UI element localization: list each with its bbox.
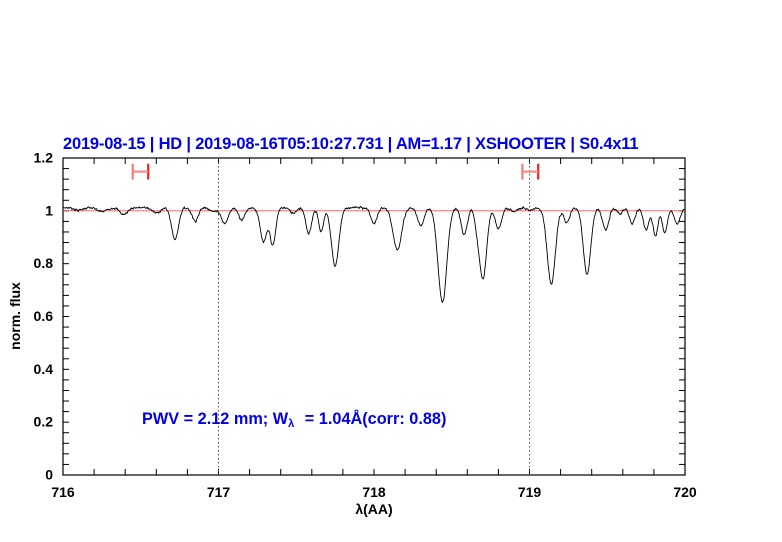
svg-text:0.4: 0.4 [34, 361, 54, 377]
svg-text:717: 717 [207, 484, 231, 500]
svg-text:0.8: 0.8 [34, 255, 54, 271]
svg-text:0.6: 0.6 [34, 308, 54, 324]
svg-text:0: 0 [45, 467, 53, 483]
svg-text:1.2: 1.2 [34, 150, 54, 166]
svg-text:2019-08-15 | HD | 2019-08-16T0: 2019-08-15 | HD | 2019-08-16T05:10:27.73… [63, 135, 638, 153]
svg-text:1: 1 [45, 202, 53, 218]
svg-text:norm. flux: norm. flux [7, 282, 23, 350]
svg-text:720: 720 [673, 484, 697, 500]
svg-text:719: 719 [518, 484, 542, 500]
svg-text:716: 716 [51, 484, 75, 500]
svg-text:0.2: 0.2 [34, 414, 54, 430]
svg-text:718: 718 [362, 484, 386, 500]
svg-text:λ(AA): λ(AA) [355, 501, 392, 517]
